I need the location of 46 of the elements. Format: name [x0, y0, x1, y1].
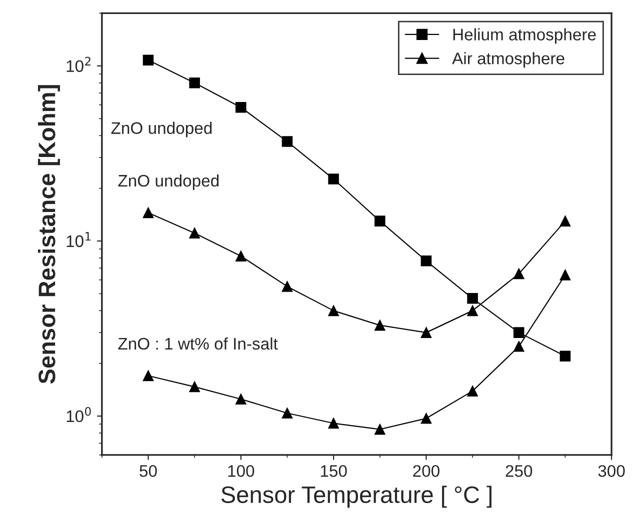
point — [560, 216, 571, 226]
y-tick-label: 10$^{1}$ — [66, 232, 91, 248]
x-tick-label: 50 — [140, 465, 157, 477]
point — [420, 327, 432, 338]
x-tick-label: 300 — [598, 465, 625, 477]
point — [513, 327, 524, 338]
x-axis-title: Sensor Temperature [ °C ] — [221, 486, 492, 508]
annotation: ZnO undoped — [118, 174, 219, 190]
point — [189, 78, 200, 88]
point — [467, 386, 478, 396]
point — [189, 228, 200, 238]
point — [328, 174, 339, 184]
point — [142, 207, 154, 218]
point — [467, 293, 478, 304]
point — [236, 250, 246, 262]
point — [142, 370, 154, 382]
x-tick-label: 100 — [228, 465, 254, 477]
point — [282, 136, 293, 147]
point — [420, 256, 432, 266]
point — [513, 268, 524, 280]
point — [560, 350, 571, 362]
point — [328, 305, 339, 316]
point — [236, 102, 246, 113]
point — [282, 408, 293, 418]
point — [374, 320, 386, 331]
point — [328, 418, 339, 429]
annotation: ZnO undoped — [111, 122, 212, 138]
y-tick-label: 10$^{0}$ — [66, 406, 91, 422]
point — [513, 341, 524, 352]
annotation: ZnO : 1 wt% of In-salt — [118, 337, 278, 350]
x-tick-label: 150 — [320, 465, 347, 477]
y-axis-title: Sensor Resistance [Kohm] — [38, 85, 60, 384]
x-tick-label: 200 — [413, 465, 440, 477]
point — [374, 424, 386, 435]
point — [420, 413, 432, 424]
legend-label: Helium atmosphere — [453, 28, 596, 44]
y-tick-label: 10$^{2}$ — [66, 56, 90, 72]
point — [560, 270, 571, 280]
point — [189, 381, 200, 392]
point — [142, 54, 154, 66]
x-tick-label: 250 — [506, 465, 532, 477]
point — [374, 216, 386, 226]
point — [236, 394, 246, 405]
legend-label: Air atmosphere — [452, 52, 564, 68]
point — [467, 305, 478, 316]
point — [282, 281, 293, 292]
